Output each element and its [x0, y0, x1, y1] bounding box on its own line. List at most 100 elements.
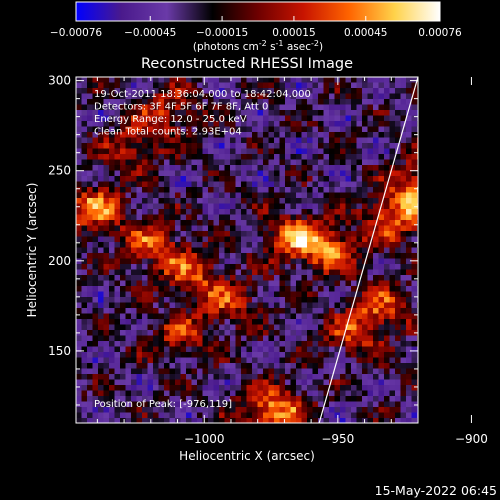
heatmap-cell: [213, 225, 220, 232]
heatmap-cell: [362, 236, 369, 243]
heatmap-cell: [142, 368, 149, 375]
heatmap-cell: [384, 203, 391, 210]
heatmap-cell: [125, 302, 132, 309]
heatmap-cell: [373, 110, 380, 117]
heatmap-cell: [345, 346, 352, 353]
heatmap-cell: [87, 154, 94, 161]
heatmap-cell: [257, 225, 264, 232]
heatmap-cell: [345, 159, 352, 166]
heatmap-cell: [219, 214, 226, 221]
heatmap-cell: [197, 286, 204, 293]
heatmap-cell: [307, 231, 314, 238]
heatmap-cell: [274, 258, 281, 265]
heatmap-cell: [395, 236, 402, 243]
heatmap-cell: [197, 126, 204, 133]
heatmap-cell: [263, 396, 270, 403]
heatmap-cell: [147, 302, 154, 309]
heatmap-cell: [191, 181, 198, 188]
heatmap-cell: [340, 242, 347, 249]
heatmap-cell: [257, 286, 264, 293]
heatmap-cell: [400, 154, 407, 161]
heatmap-cell: [307, 258, 314, 265]
heatmap-cell: [423, 248, 429, 254]
heatmap-cell: [373, 187, 380, 194]
heatmap-cell: [92, 379, 99, 386]
heatmap-cell: [296, 275, 303, 282]
heatmap-cell: [142, 324, 149, 331]
heatmap-cell: [208, 104, 215, 111]
heatmap-cell: [230, 396, 237, 403]
heatmap-cell: [252, 412, 259, 419]
heatmap-cell: [329, 242, 336, 249]
heatmap-cell: [345, 104, 352, 111]
heatmap-cell: [356, 302, 363, 309]
heatmap-cell: [103, 181, 110, 188]
heatmap-cell: [131, 225, 138, 232]
heatmap-cell: [290, 236, 297, 243]
heatmap-cell: [334, 407, 341, 414]
heatmap-cell: [406, 88, 413, 95]
heatmap-cell: [235, 346, 242, 353]
heatmap-cell: [147, 170, 154, 177]
heatmap-cell: [114, 308, 121, 315]
heatmap-cell: [180, 308, 187, 315]
heatmap-cell: [362, 407, 369, 414]
heatmap-cell: [175, 99, 182, 106]
heatmap-cell: [340, 374, 347, 381]
heatmap-cell: [142, 258, 149, 265]
heatmap-cell: [279, 286, 286, 293]
heatmap-cell: [252, 341, 259, 348]
heatmap-cell: [389, 407, 396, 414]
heatmap-cell: [351, 424, 357, 430]
heatmap-cell: [334, 93, 341, 100]
heatmap-cell: [362, 198, 369, 205]
heatmap-cell: [312, 286, 319, 293]
heatmap-cell: [103, 418, 110, 423]
heatmap-cell: [191, 341, 198, 348]
y-tick-label: 150: [48, 344, 71, 358]
heatmap-cell: [147, 154, 154, 161]
heatmap-cell: [208, 330, 215, 337]
heatmap-cell: [142, 121, 149, 128]
heatmap-cell: [208, 198, 215, 205]
heatmap-cell: [186, 275, 193, 282]
heatmap-cell: [76, 264, 83, 271]
heatmap-cell: [246, 214, 253, 221]
heatmap-cell: [230, 236, 237, 243]
heatmap-cell: [263, 137, 270, 144]
heatmap-cell: [351, 77, 358, 84]
heatmap-cell: [202, 302, 209, 309]
heatmap-cell: [87, 165, 94, 172]
heatmap-cell: [208, 143, 215, 150]
heatmap-cell: [120, 214, 127, 221]
heatmap-cell: [235, 93, 242, 100]
heatmap-cell: [285, 297, 292, 304]
heatmap-cell: [307, 209, 314, 216]
heatmap-cell: [384, 363, 391, 370]
heatmap-cell: [147, 121, 154, 128]
heatmap-cell: [411, 214, 418, 221]
heatmap-cell: [147, 280, 154, 287]
heatmap-cell: [356, 275, 363, 282]
heatmap-cell: [307, 341, 314, 348]
heatmap-cell: [241, 264, 248, 271]
heatmap-cell: [169, 187, 176, 194]
heatmap-cell: [114, 291, 121, 298]
heatmap-cell: [423, 182, 429, 188]
heatmap-cell: [257, 242, 264, 249]
heatmap-cell: [186, 346, 193, 353]
heatmap-cell: [202, 352, 209, 359]
heatmap-cell: [125, 275, 132, 282]
heatmap-cell: [76, 346, 83, 353]
heatmap-cell: [219, 341, 226, 348]
heatmap-cell: [296, 77, 303, 84]
heatmap-cell: [186, 253, 193, 260]
heatmap-cell: [114, 280, 121, 287]
heatmap-cell: [153, 99, 160, 106]
heatmap-cell: [423, 341, 429, 347]
heatmap-cell: [367, 357, 374, 364]
heatmap-cell: [109, 269, 116, 276]
heatmap-cell: [92, 308, 99, 315]
heatmap-cell: [104, 424, 110, 430]
heatmap-cell: [169, 253, 176, 260]
